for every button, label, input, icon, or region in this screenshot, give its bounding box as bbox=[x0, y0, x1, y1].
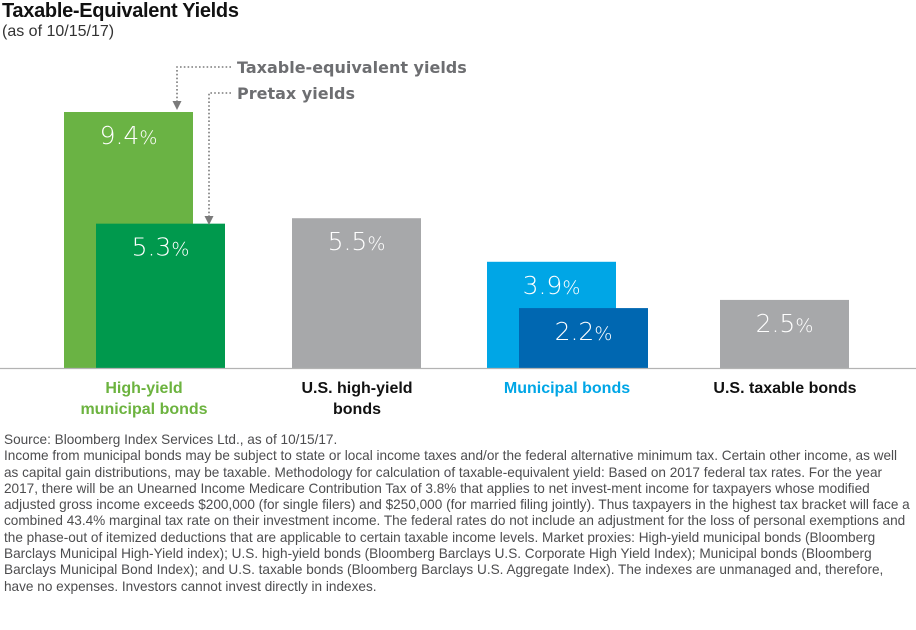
category-label-line: bonds bbox=[333, 401, 381, 418]
legend-connector-pretax bbox=[208, 92, 231, 219]
category-label-u-s-taxable-bonds: U.S. taxable bonds bbox=[690, 378, 880, 399]
category-label-u-s-high-yield-bonds: U.S. high-yield bonds bbox=[262, 378, 452, 420]
data-label-u-s-high-yield-bonds-yield: 5.5% bbox=[328, 227, 386, 256]
category-label-line: U.S. high-yield bbox=[301, 380, 413, 397]
category-label-line: municipal bonds bbox=[80, 401, 208, 418]
footnote-source: Source: Bloomberg Index Services Ltd., a… bbox=[4, 432, 338, 447]
bar-u-s-high-yield-bonds-yield bbox=[292, 218, 421, 368]
chart-title: Taxable-Equivalent Yields bbox=[2, 0, 239, 22]
bar-chart: 9.4% 5.3% 5.5% 3.9% 2.2% 2.5% Taxable-equival… bbox=[0, 58, 916, 370]
category-label-line: High-yield bbox=[105, 380, 183, 397]
legend-label-taxable-equivalent: Taxable-equivalent yields bbox=[237, 58, 467, 77]
bar-high-yield-municipal-bonds-pretax-yields bbox=[96, 223, 225, 368]
data-label-municipal-bonds-pretax-yields: 2.2% bbox=[555, 317, 613, 346]
legend-label-pretax: Pretax yields bbox=[237, 84, 355, 103]
footnote: Source: Bloomberg Index Services Ltd., a… bbox=[4, 432, 914, 595]
arrow-down-icon bbox=[204, 216, 214, 225]
legend-pretax: Pretax yields bbox=[204, 84, 355, 225]
category-label-high-yield-municipal-bonds: High-yield municipal bonds bbox=[49, 378, 239, 420]
legend-taxable-equivalent: Taxable-equivalent yields bbox=[172, 58, 467, 110]
category-label-municipal-bonds: Municipal bonds bbox=[472, 378, 662, 399]
arrow-down-icon bbox=[172, 101, 182, 110]
category-label-line: U.S. taxable bonds bbox=[713, 380, 857, 397]
data-label-u-s-taxable-bonds-yield: 2.5% bbox=[756, 309, 814, 338]
category-label-line: Municipal bonds bbox=[503, 380, 631, 397]
data-label-municipal-bonds-taxable-equivalent-yields: 3.9% bbox=[523, 271, 581, 300]
legend-connector-taxable-equivalent bbox=[176, 66, 231, 104]
data-label-high-yield-municipal-bonds-pretax-yields: 5.3% bbox=[132, 233, 190, 262]
bar-municipal-bonds-pretax-yields bbox=[519, 308, 648, 368]
footnote-body: Income from municipal bonds may be subje… bbox=[4, 448, 910, 594]
bars-layer: 9.4% 5.3% 5.5% 3.9% 2.2% 2.5% bbox=[64, 112, 849, 368]
data-label-high-yield-municipal-bonds-taxable-equivalent-yields: 9.4% bbox=[100, 121, 158, 150]
chart-subtitle: (as of 10/15/17) bbox=[2, 23, 115, 40]
bar-u-s-taxable-bonds-yield bbox=[720, 299, 849, 368]
